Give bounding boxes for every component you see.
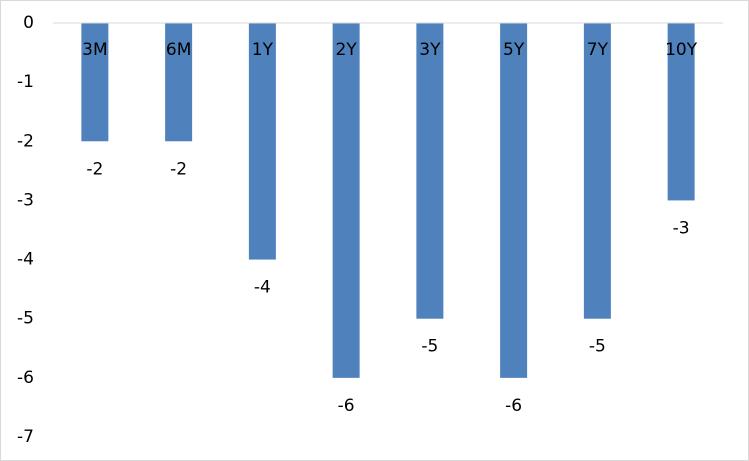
- bar: [500, 23, 528, 378]
- y-tick-label: -6: [17, 368, 34, 388]
- x-tick-label: 1Y: [252, 40, 274, 60]
- data-label: -2: [170, 159, 187, 179]
- data-label: -6: [338, 396, 355, 416]
- x-tick-label: 3Y: [419, 40, 441, 60]
- y-tick-label: -4: [17, 250, 34, 270]
- y-tick-label: -7: [17, 427, 34, 447]
- x-tick-label: 5Y: [503, 40, 525, 60]
- y-tick-label: -2: [17, 131, 34, 151]
- bar: [248, 23, 276, 260]
- y-tick-label: -1: [17, 72, 34, 92]
- data-label: -6: [505, 396, 522, 416]
- data-label: -5: [421, 337, 438, 357]
- y-tick-label: 0: [23, 13, 34, 33]
- bar: [416, 23, 444, 319]
- bar: [165, 23, 193, 142]
- x-tick-label: 2Y: [336, 40, 358, 60]
- bar: [583, 23, 611, 319]
- bar: [667, 23, 695, 201]
- y-tick-label: -3: [17, 190, 34, 210]
- x-tick-label: 10Y: [665, 40, 698, 60]
- data-label: -2: [86, 159, 103, 179]
- y-tick-label: -5: [17, 309, 34, 329]
- x-tick-label: 6M: [166, 40, 191, 60]
- data-label: -3: [673, 218, 690, 238]
- bar: [332, 23, 360, 378]
- data-label: -5: [589, 337, 606, 357]
- x-tick-label: 3M: [82, 40, 107, 60]
- data-label: -4: [254, 278, 271, 298]
- x-tick-label: 7Y: [587, 40, 609, 60]
- bar: [81, 23, 109, 142]
